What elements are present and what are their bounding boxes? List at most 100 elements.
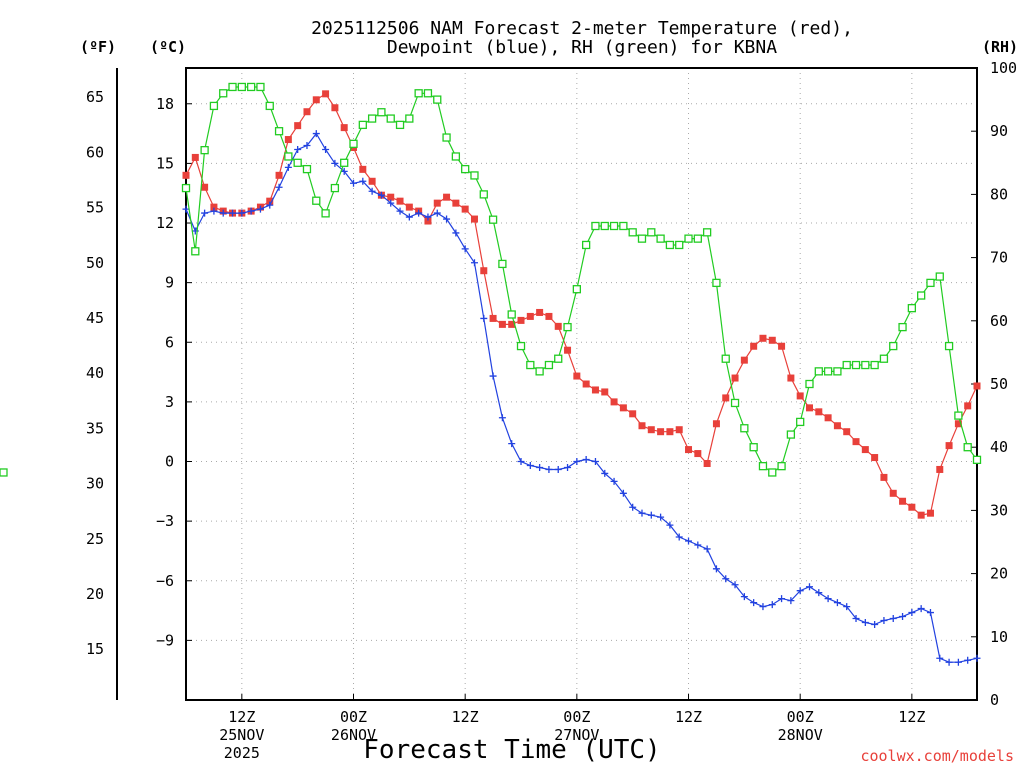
rh-point xyxy=(526,360,535,370)
temperature-point xyxy=(387,193,395,201)
temperature-series xyxy=(182,90,981,519)
rh-point xyxy=(609,221,619,231)
temperature-point xyxy=(266,197,274,205)
dewpoint-point xyxy=(638,509,646,517)
dewpoint-point xyxy=(954,658,962,666)
rh-point xyxy=(284,152,293,161)
temperature-point xyxy=(899,497,907,505)
rh-point xyxy=(786,430,796,439)
dewpoint-point xyxy=(387,199,395,207)
temperature-point xyxy=(452,199,460,207)
temperature-point xyxy=(833,422,841,430)
dewpoint-point xyxy=(470,259,478,267)
dewpoint-point xyxy=(843,603,851,611)
temperature-point xyxy=(443,193,451,201)
temperature-point xyxy=(210,203,218,211)
temperature-point xyxy=(424,217,432,225)
rh-unit-label: (RH) xyxy=(982,38,1018,56)
dewpoint-point xyxy=(666,521,674,529)
temperature-point xyxy=(322,90,330,98)
temperature-point xyxy=(703,459,711,467)
dewpoint-point xyxy=(675,533,683,541)
rh-point xyxy=(935,272,944,281)
rh-point xyxy=(963,443,972,452)
dewpoint-point xyxy=(461,245,469,253)
dewpoint-point xyxy=(582,456,590,464)
fahrenheit-tick-label: 55 xyxy=(86,199,104,217)
temperature-point xyxy=(526,312,534,320)
rh-point xyxy=(209,101,219,111)
temperature-point xyxy=(536,308,544,316)
rh-point xyxy=(507,310,516,319)
x-tick-label: 00Z xyxy=(563,708,590,726)
rh-point xyxy=(851,360,861,370)
rh-series xyxy=(0,82,982,477)
rh-point xyxy=(637,234,647,243)
rh-point xyxy=(405,114,414,123)
temperature-point xyxy=(778,342,786,350)
dewpoint-point xyxy=(396,207,404,215)
temperature-point xyxy=(396,197,404,205)
temperature-point xyxy=(675,426,683,434)
rh-point xyxy=(702,228,712,237)
rh-tick-label: 20 xyxy=(990,565,1008,583)
dewpoint-point xyxy=(815,589,823,597)
x-tick-label: 12Z xyxy=(452,708,479,726)
dewpoint-point xyxy=(256,205,264,213)
temperature-point xyxy=(880,473,888,481)
temperature-point xyxy=(368,177,376,185)
chart-title: 2025112506 NAM Forecast 2-meter Temperat… xyxy=(311,18,853,58)
rh-tick-label: 90 xyxy=(990,122,1008,140)
temperature-point xyxy=(591,386,599,394)
rh-point xyxy=(200,146,209,155)
rh-point xyxy=(433,95,442,104)
y-axis-ticks: 1815129630−3−6−9656055504540353025201510… xyxy=(86,59,1017,709)
temperature-point xyxy=(908,503,916,511)
temperature-point xyxy=(647,426,655,434)
rh-point xyxy=(274,127,284,136)
dewpoint-point xyxy=(350,179,358,187)
dewpoint-point xyxy=(201,209,209,217)
dewpoint-point xyxy=(424,213,432,221)
temperature-point xyxy=(750,342,758,350)
temperature-point xyxy=(619,404,627,412)
temperature-point xyxy=(843,428,851,436)
rh-tick-label: 80 xyxy=(990,185,1008,203)
dewpoint-point xyxy=(833,599,841,607)
credit-text: coolwx.com/models xyxy=(860,747,1014,765)
temperature-point xyxy=(331,104,339,112)
rh-point xyxy=(870,360,879,370)
dewpoint-point xyxy=(275,183,283,191)
dewpoint-point xyxy=(182,205,190,213)
rh-tick-label: 50 xyxy=(990,375,1008,393)
dewpoint-point xyxy=(526,461,534,469)
dewpoint-point xyxy=(629,503,637,511)
dewpoint-point xyxy=(610,477,618,485)
dewpoint-point xyxy=(731,581,739,589)
rh-point xyxy=(879,354,889,363)
rh-point xyxy=(823,367,833,376)
temperature-point xyxy=(182,171,190,179)
fahrenheit-tick-label: 50 xyxy=(86,254,104,272)
rh-point xyxy=(488,215,498,224)
rh-point xyxy=(498,259,507,269)
temperature-point xyxy=(917,511,925,519)
celsius-tick-label: −9 xyxy=(156,631,174,649)
temperature-point xyxy=(545,312,553,320)
x-tick-label: 26NOV xyxy=(331,726,376,744)
rh-point xyxy=(237,82,246,92)
temperature-point xyxy=(945,442,953,450)
temperature-point xyxy=(657,428,665,436)
dewpoint-point xyxy=(564,463,572,471)
fahrenheit-tick-label: 30 xyxy=(86,475,104,493)
fahrenheit-tick-label: 45 xyxy=(86,309,104,327)
dewpoint-point xyxy=(778,595,786,603)
fahrenheit-tick-label: 35 xyxy=(86,419,104,437)
temperature-point xyxy=(312,96,320,104)
rh-tick-label: 40 xyxy=(990,438,1008,456)
rh-point xyxy=(675,240,684,250)
dewpoint-point xyxy=(619,489,627,497)
x-tick-label: 12Z xyxy=(228,708,255,726)
chart-title-line-1: 2025112506 NAM Forecast 2-meter Temperat… xyxy=(311,18,853,39)
